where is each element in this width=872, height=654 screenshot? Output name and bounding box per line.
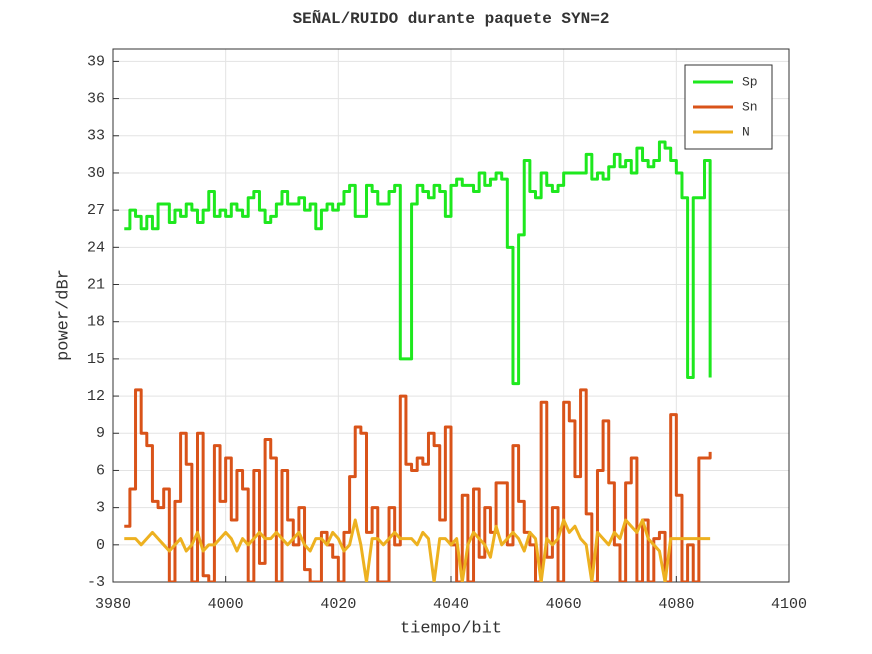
x-tick-label: 3980 [95, 596, 131, 613]
y-tick-label: 0 [96, 537, 105, 554]
y-tick-label: 39 [87, 53, 105, 70]
chart-title: SEÑAL/RUIDO durante paquete SYN=2 [293, 8, 610, 28]
y-tick-label: 3 [96, 500, 105, 517]
y-tick-label: 12 [87, 388, 105, 405]
y-tick-label: 30 [87, 165, 105, 182]
y-tick-label: 27 [87, 202, 105, 219]
x-tick-label: 4000 [208, 596, 244, 613]
x-tick-label: 4040 [433, 596, 469, 613]
series-line [124, 140, 712, 386]
y-tick-label: 18 [87, 314, 105, 331]
y-tick-label: -3 [87, 574, 105, 591]
x-tick-label: 4060 [546, 596, 582, 613]
x-tick-label: 4100 [771, 596, 807, 613]
legend-label: Sp [742, 74, 758, 89]
x-axis-label: tiempo/bit [400, 619, 502, 638]
y-tick-label: 21 [87, 276, 105, 293]
y-tick-label: 24 [87, 239, 105, 256]
series-line [124, 388, 712, 582]
legend-label: Sn [742, 99, 758, 114]
y-tick-label: 9 [96, 425, 105, 442]
y-tick-label: 6 [96, 462, 105, 479]
x-tick-label: 4080 [658, 596, 694, 613]
y-axis-label: power/dBr [54, 269, 73, 361]
y-tick-label: 33 [87, 128, 105, 145]
legend-label: N [742, 124, 750, 139]
x-tick-label: 4020 [320, 596, 356, 613]
plot-frame [112, 48, 790, 583]
y-tick-label: 15 [87, 351, 105, 368]
y-tick-label: 36 [87, 91, 105, 108]
series-line [124, 518, 711, 582]
